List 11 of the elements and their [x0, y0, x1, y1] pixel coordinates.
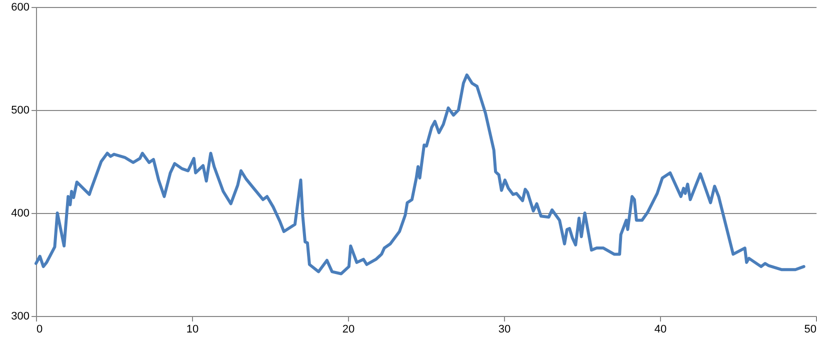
x-tick-label: 10: [186, 324, 199, 336]
x-tick-label: 20: [342, 324, 355, 336]
x-tick-label: 30: [498, 324, 511, 336]
y-tick-label: 600: [11, 2, 30, 14]
line-series: [34, 73, 806, 276]
y-tick-label: 300: [11, 310, 30, 322]
x-tick-label: 50: [804, 324, 816, 336]
y-tick-label: 500: [11, 104, 30, 116]
y-tick-label: 400: [11, 208, 30, 220]
x-tick-label: 40: [654, 324, 667, 336]
x-tick-label: 0: [36, 324, 43, 336]
